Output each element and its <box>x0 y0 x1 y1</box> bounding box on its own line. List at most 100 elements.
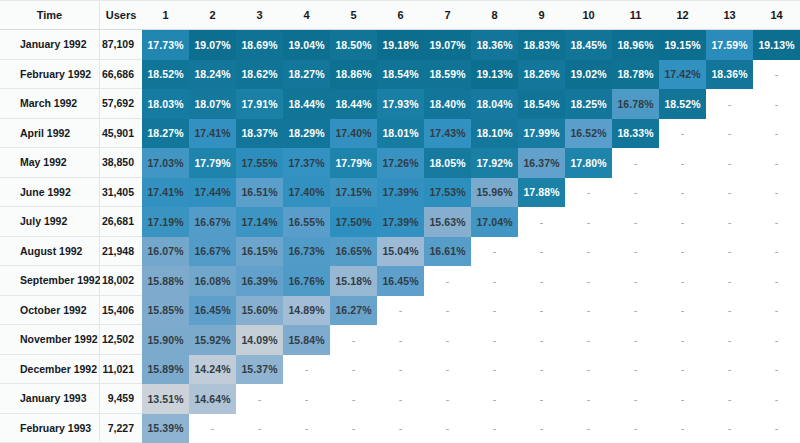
empty-cell: - <box>565 237 612 267</box>
row-label: January 1992 <box>0 30 100 60</box>
col-header-period-13: 13 <box>706 1 753 29</box>
empty-cell: - <box>424 384 471 414</box>
col-header-period-1: 1 <box>142 1 189 29</box>
col-header-period-4: 4 <box>283 1 330 29</box>
empty-cell: - <box>471 355 518 385</box>
retention-cell: 16.45% <box>189 296 236 326</box>
table-body: January 199287,10917.73%19.07%18.69%19.0… <box>0 30 800 443</box>
row-label: December 1992 <box>0 355 100 385</box>
row-label: September 1992 <box>0 266 100 296</box>
empty-cell: - <box>753 207 800 237</box>
empty-cell: - <box>612 266 659 296</box>
empty-cell: - <box>612 148 659 178</box>
retention-cell: 18.29% <box>283 119 330 149</box>
table-row: November 199212,50215.90%15.92%14.09%15.… <box>0 325 800 355</box>
empty-cell: - <box>565 266 612 296</box>
empty-cell: - <box>753 60 800 90</box>
retention-cell: 16.55% <box>283 207 330 237</box>
empty-cell: - <box>659 237 706 267</box>
retention-cell: 16.78% <box>612 89 659 119</box>
empty-cell: - <box>659 355 706 385</box>
empty-cell: - <box>659 266 706 296</box>
retention-cell: 16.37% <box>518 148 565 178</box>
empty-cell: - <box>706 325 753 355</box>
row-label: July 1992 <box>0 207 100 237</box>
empty-cell: - <box>706 266 753 296</box>
table-row: February 19937,22715.39%------------- <box>0 414 800 443</box>
retention-cell: 15.88% <box>142 266 189 296</box>
empty-cell: - <box>706 355 753 385</box>
empty-cell: - <box>612 325 659 355</box>
empty-cell: - <box>706 148 753 178</box>
retention-cell: 17.03% <box>142 148 189 178</box>
empty-cell: - <box>377 355 424 385</box>
retention-cell: 18.27% <box>283 60 330 90</box>
empty-cell: - <box>659 414 706 443</box>
col-header-time: Time <box>0 1 100 29</box>
retention-cell: 18.69% <box>236 30 283 60</box>
retention-cell: 18.52% <box>142 60 189 90</box>
retention-cell: 17.37% <box>283 148 330 178</box>
table-row: March 199257,69218.03%18.07%17.91%18.44%… <box>0 89 800 119</box>
users-count: 11,021 <box>100 355 142 385</box>
empty-cell: - <box>706 414 753 443</box>
empty-cell: - <box>612 207 659 237</box>
retention-cell: 19.07% <box>189 30 236 60</box>
empty-cell: - <box>330 414 377 443</box>
empty-cell: - <box>377 296 424 326</box>
row-label: June 1992 <box>0 178 100 208</box>
retention-cell: 19.13% <box>471 60 518 90</box>
col-header-period-11: 11 <box>612 1 659 29</box>
retention-cell: 18.86% <box>330 60 377 90</box>
users-count: 38,850 <box>100 148 142 178</box>
retention-cell: 19.13% <box>753 30 800 60</box>
empty-cell: - <box>565 178 612 208</box>
empty-cell: - <box>565 325 612 355</box>
empty-cell: - <box>330 325 377 355</box>
retention-cell: 18.07% <box>189 89 236 119</box>
retention-cell: 17.73% <box>142 30 189 60</box>
users-count: 9,459 <box>100 384 142 414</box>
retention-cell: 18.25% <box>565 89 612 119</box>
retention-cell: 14.64% <box>189 384 236 414</box>
col-header-period-5: 5 <box>330 1 377 29</box>
retention-cell: 16.67% <box>189 237 236 267</box>
retention-cell: 15.37% <box>236 355 283 385</box>
empty-cell: - <box>471 237 518 267</box>
empty-cell: - <box>424 296 471 326</box>
col-header-period-3: 3 <box>236 1 283 29</box>
empty-cell: - <box>612 355 659 385</box>
retention-cell: 16.15% <box>236 237 283 267</box>
retention-cell: 17.59% <box>706 30 753 60</box>
retention-cell: 15.60% <box>236 296 283 326</box>
retention-cell: 18.05% <box>424 148 471 178</box>
col-header-period-14: 14 <box>753 1 800 29</box>
retention-cell: 18.36% <box>471 30 518 60</box>
retention-cell: 13.51% <box>142 384 189 414</box>
table-row: August 199221,94816.07%16.67%16.15%16.73… <box>0 237 800 267</box>
empty-cell: - <box>753 148 800 178</box>
retention-cell: 17.26% <box>377 148 424 178</box>
empty-cell: - <box>753 325 800 355</box>
col-header-period-9: 9 <box>518 1 565 29</box>
empty-cell: - <box>753 414 800 443</box>
empty-cell: - <box>283 384 330 414</box>
empty-cell: - <box>659 148 706 178</box>
users-count: 31,405 <box>100 178 142 208</box>
empty-cell: - <box>377 384 424 414</box>
empty-cell: - <box>518 355 565 385</box>
retention-cell: 18.62% <box>236 60 283 90</box>
retention-cell: 19.15% <box>659 30 706 60</box>
empty-cell: - <box>753 119 800 149</box>
retention-cell: 19.07% <box>424 30 471 60</box>
empty-cell: - <box>189 414 236 443</box>
col-header-users: Users <box>100 1 142 29</box>
retention-cell: 17.53% <box>424 178 471 208</box>
retention-cell: 18.37% <box>236 119 283 149</box>
retention-cell: 17.44% <box>189 178 236 208</box>
retention-cell: 17.39% <box>377 178 424 208</box>
table-row: October 199215,40615.85%16.45%15.60%14.8… <box>0 296 800 326</box>
retention-cell: 18.54% <box>518 89 565 119</box>
retention-cell: 18.45% <box>565 30 612 60</box>
users-count: 45,901 <box>100 119 142 149</box>
